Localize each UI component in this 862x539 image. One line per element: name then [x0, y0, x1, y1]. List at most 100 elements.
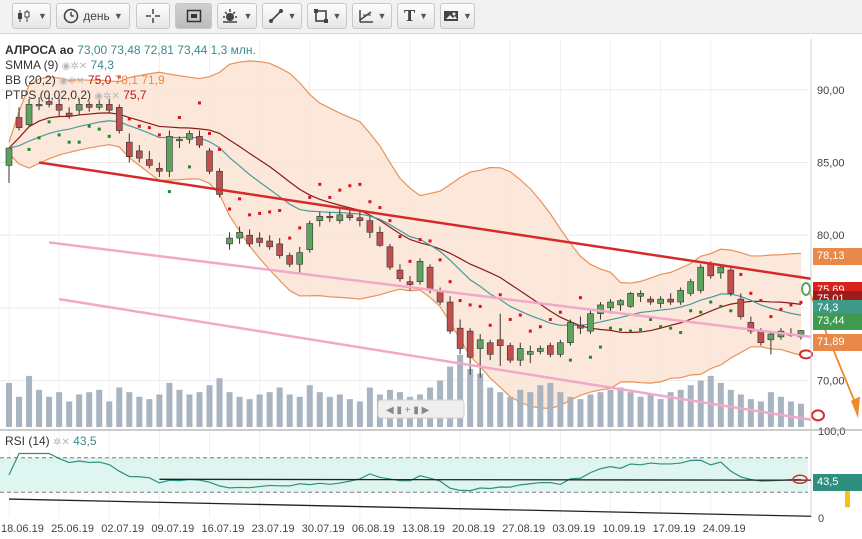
candle-body: [306, 223, 314, 251]
gear-icon[interactable]: ✲: [67, 76, 77, 87]
candle-body: [336, 214, 344, 221]
ptps-dot: [729, 309, 733, 313]
ptps-dot: [268, 210, 272, 214]
candle-body: [286, 255, 294, 265]
ptps-dot: [238, 197, 242, 201]
candle-body: [256, 237, 263, 243]
candle-body: [346, 214, 354, 219]
volume-bar: [507, 396, 514, 427]
x-tick-label: 20.08.19: [452, 523, 495, 535]
volume-bar: [286, 394, 293, 427]
crosshair-button[interactable]: [136, 3, 170, 29]
candle-body: [266, 240, 273, 248]
candle-body: [577, 324, 584, 329]
screen-icon: [186, 9, 201, 23]
ptps-dot: [689, 309, 693, 313]
volume-bar: [316, 392, 323, 427]
rsi-band: [0, 457, 808, 493]
x-tick-label: 09.07.19: [151, 523, 194, 535]
volume-bar: [787, 401, 794, 427]
candle-body: [426, 266, 434, 291]
bb-legend: BB (20,2) ◉✲✕ 75,0 78,1 71,9: [5, 73, 165, 87]
candle-body: [637, 293, 644, 297]
ptps-dot: [699, 310, 703, 314]
period-button[interactable]: день ▼: [56, 3, 130, 29]
volume-bar: [617, 387, 624, 427]
ptps-dot: [328, 195, 332, 199]
candle-body: [196, 136, 203, 146]
eye-icon[interactable]: ◉: [61, 61, 71, 72]
volume-bar: [487, 387, 494, 427]
close-value: 73,44: [177, 43, 208, 57]
clock-icon: [63, 8, 79, 24]
volume-bar: [577, 399, 584, 427]
volume-bar: [627, 392, 634, 427]
smma-price-text: 74,3: [817, 302, 839, 314]
volume-bar: [76, 394, 83, 427]
gear-icon[interactable]: ✲: [103, 91, 112, 102]
shape-tool-button[interactable]: ▼: [307, 3, 347, 29]
ptps-dot: [448, 280, 452, 284]
rsi-trendline: [159, 478, 812, 481]
volume-bar: [236, 396, 243, 427]
ptps-dot: [87, 124, 91, 128]
ptps-dot: [578, 296, 582, 300]
volume-bar: [447, 366, 454, 427]
candle-body: [607, 301, 614, 309]
close-icon[interactable]: ✕: [78, 61, 88, 72]
ptps-dot: [258, 211, 262, 215]
fib-tool-button[interactable]: ▼: [352, 3, 392, 29]
smma-value: 74,3: [90, 58, 114, 72]
volume-bar: [276, 387, 283, 427]
close-price-label: 73,44: [813, 313, 862, 330]
volume-bar: [126, 392, 133, 427]
candle-body: [366, 220, 374, 233]
volume-bar: [46, 396, 53, 427]
volume-bar: [196, 392, 203, 427]
price-chart[interactable]: 70,00 75,0 0 80,00 85,00 90,00 100,0 ◀ ▮ + ▮ ▶ 0…: [0, 34, 862, 539]
low-value: 72,81: [143, 43, 174, 57]
ptps-dot: [378, 206, 382, 210]
y-tick-label: 80,00: [817, 230, 845, 242]
indicators-button[interactable]: ▼: [217, 3, 257, 29]
candle-body: [516, 348, 524, 361]
ptps-dot: [789, 303, 793, 307]
ptps-dot: [719, 304, 723, 308]
ptps-dot: [418, 238, 422, 242]
volume-axis-label: 100,0: [818, 426, 846, 438]
volume-bar: [597, 392, 604, 427]
ptps-dot: [558, 310, 562, 314]
bb-upper-price-text: 78,13: [817, 250, 845, 262]
x-tick-label: 27.08.19: [502, 523, 545, 535]
line-tool-button[interactable]: ▼: [262, 3, 302, 29]
volume-bar: [306, 385, 313, 427]
candle-body: [95, 104, 103, 108]
close-icon[interactable]: ✕: [111, 91, 120, 102]
volume-bar: [356, 401, 363, 427]
bb-middle-value: 75,0: [87, 73, 112, 87]
volume-bar: [66, 401, 73, 427]
close-icon[interactable]: ✕: [61, 437, 70, 448]
volume-bar: [266, 392, 273, 427]
ptps-dot: [478, 304, 482, 308]
scroll-control-icons: ◀ ▮ + ▮ ▶: [386, 405, 430, 416]
image-tool-button[interactable]: ▼: [440, 3, 475, 29]
eye-icon[interactable]: ◉: [59, 76, 68, 87]
chart-type-button[interactable]: ▼: [12, 3, 51, 29]
ptps-dot: [428, 239, 432, 243]
bb-name: BB (20,2): [5, 73, 56, 87]
gear-icon[interactable]: ✲: [53, 437, 62, 448]
candle-body: [587, 313, 594, 332]
ptps-dot: [208, 131, 211, 135]
candle-body: [396, 269, 404, 280]
volume-bar: [607, 389, 614, 427]
eye-icon[interactable]: ◉: [94, 91, 104, 102]
close-icon[interactable]: ✕: [76, 76, 85, 87]
annotation-circle: [811, 409, 825, 422]
ptps-dot: [749, 291, 753, 295]
text-tool-button[interactable]: T ▼: [397, 3, 435, 29]
ptps-dot: [47, 120, 51, 124]
candle-body: [65, 112, 73, 117]
gear-icon[interactable]: ✲: [70, 61, 79, 72]
screen-button[interactable]: [175, 3, 212, 29]
